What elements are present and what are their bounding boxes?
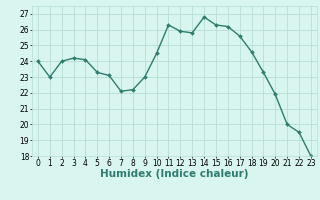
X-axis label: Humidex (Indice chaleur): Humidex (Indice chaleur) bbox=[100, 169, 249, 179]
